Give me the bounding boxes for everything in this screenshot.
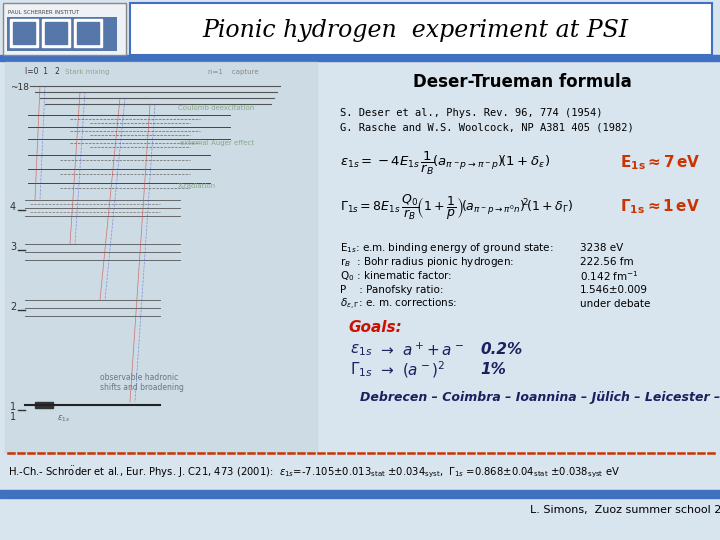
FancyBboxPatch shape xyxy=(7,17,117,51)
Text: 1.546±0.009: 1.546±0.009 xyxy=(580,285,648,295)
Text: $\rightarrow$: $\rightarrow$ xyxy=(378,342,395,357)
Text: $\mathbf{E_{1s} \approx 7\,eV}$: $\mathbf{E_{1s} \approx 7\,eV}$ xyxy=(620,154,701,172)
Text: Stark mixing: Stark mixing xyxy=(65,69,109,75)
Bar xyxy=(13,22,35,44)
Text: under debate: under debate xyxy=(580,299,650,309)
FancyBboxPatch shape xyxy=(130,3,712,55)
Text: G. Rasche and W.S. Woolcock, NP A381 405 (1982): G. Rasche and W.S. Woolcock, NP A381 405… xyxy=(340,122,634,132)
Bar xyxy=(0,55,720,61)
Text: 3238 eV: 3238 eV xyxy=(580,243,624,253)
Text: 2: 2 xyxy=(10,302,17,312)
Text: Deser-Trueman formula: Deser-Trueman formula xyxy=(413,73,631,91)
Text: L. Simons,  Zuoz summer school 2006: L. Simons, Zuoz summer school 2006 xyxy=(530,505,720,515)
Text: r$_{B}$  : Bohr radius pionic hydrogen:: r$_{B}$ : Bohr radius pionic hydrogen: xyxy=(340,255,514,269)
Text: Pionic hydrogen  experiment at PSI: Pionic hydrogen experiment at PSI xyxy=(202,18,628,42)
Text: $(a^-)^2$: $(a^-)^2$ xyxy=(402,360,446,380)
Text: Coulomb deexcitation: Coulomb deexcitation xyxy=(178,105,254,111)
Text: observable hadronic
shifts and broadening: observable hadronic shifts and broadenin… xyxy=(100,373,184,392)
Text: $\Gamma_{1s}$: $\Gamma_{1s}$ xyxy=(350,361,373,379)
Text: Debrecen – Coimbra – Ioannina – Jülich – Leicester – Paris – PSI -  Vienna: Debrecen – Coimbra – Ioannina – Jülich –… xyxy=(360,392,720,404)
FancyBboxPatch shape xyxy=(3,3,126,55)
Bar xyxy=(5,62,317,452)
Text: Q$_{0}$ : kinematic factor:: Q$_{0}$ : kinematic factor: xyxy=(340,269,452,283)
Bar xyxy=(42,19,70,47)
Text: X-radiation: X-radiation xyxy=(178,183,216,189)
Text: $a^+\!+a^-$: $a^+\!+a^-$ xyxy=(402,341,464,359)
Text: 3: 3 xyxy=(10,242,16,252)
Text: $\varepsilon_{1s} = -4E_{1s}\,\dfrac{1}{r_B}\!\left(a_{\pi^-p\to\pi^-p}\right)\!: $\varepsilon_{1s} = -4E_{1s}\,\dfrac{1}{… xyxy=(340,150,550,177)
Text: external Auger effect: external Auger effect xyxy=(180,140,254,146)
Bar xyxy=(45,22,67,44)
Text: $\rightarrow$: $\rightarrow$ xyxy=(378,362,395,377)
Text: 0.142 fm$^{-1}$: 0.142 fm$^{-1}$ xyxy=(580,269,639,283)
Text: 1: 1 xyxy=(10,402,16,412)
Text: E$_{1s}$: e.m. binding energy of ground state:: E$_{1s}$: e.m. binding energy of ground … xyxy=(340,241,554,255)
Text: Goals:: Goals: xyxy=(348,321,402,335)
Text: H.-Ch.- Schr$\mathrm{\ddot{o}}$der et al., Eur. Phys. J. C21, 473 (2001):  $\eps: H.-Ch.- Schr$\mathrm{\ddot{o}}$der et al… xyxy=(8,464,620,480)
Text: 1%: 1% xyxy=(480,362,506,377)
Text: P    : Panofsky ratio:: P : Panofsky ratio: xyxy=(340,285,444,295)
Text: 222.56 fm: 222.56 fm xyxy=(580,257,634,267)
Text: 1: 1 xyxy=(10,412,16,422)
Text: $\Gamma_{1s} = 8E_{1s}\,\dfrac{Q_0}{r_B}\!\left(1 + \dfrac{1}{p}\right)\!\left(a: $\Gamma_{1s} = 8E_{1s}\,\dfrac{Q_0}{r_B}… xyxy=(340,192,573,221)
Text: $\delta_{\epsilon,\Gamma}$: e. m. corrections:: $\delta_{\epsilon,\Gamma}$: e. m. correc… xyxy=(340,296,457,312)
Text: $\epsilon_{1s}$: $\epsilon_{1s}$ xyxy=(350,342,372,358)
Text: $\mathbf{\Gamma_{1s} \approx 1\,eV}$: $\mathbf{\Gamma_{1s} \approx 1\,eV}$ xyxy=(620,198,700,217)
Bar xyxy=(0,490,720,498)
Text: S. Deser et al., Phys. Rev. 96, 774 (1954): S. Deser et al., Phys. Rev. 96, 774 (195… xyxy=(340,108,603,118)
Text: $\epsilon_{1s}$: $\epsilon_{1s}$ xyxy=(57,413,70,423)
Bar xyxy=(35,402,53,408)
Text: 4: 4 xyxy=(10,202,16,212)
Text: ~18: ~18 xyxy=(10,83,29,92)
Text: n=1    capture: n=1 capture xyxy=(208,69,258,75)
Bar xyxy=(10,19,38,47)
Bar xyxy=(74,19,102,47)
Text: PAUL SCHERRER INSTITUT: PAUL SCHERRER INSTITUT xyxy=(8,10,79,16)
Bar xyxy=(77,22,99,44)
Text: l=0  1   2: l=0 1 2 xyxy=(25,67,60,76)
Text: 0.2%: 0.2% xyxy=(480,342,522,357)
